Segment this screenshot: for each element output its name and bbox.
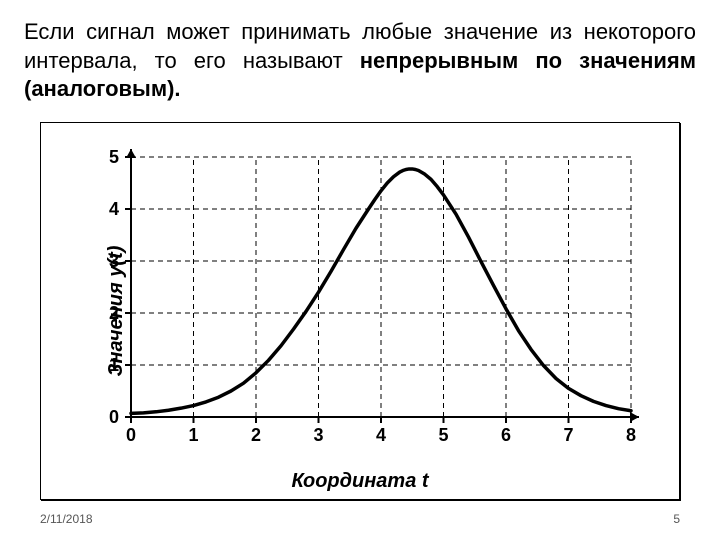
svg-text:5: 5 — [109, 147, 119, 167]
svg-text:4: 4 — [109, 199, 119, 219]
heading-text: Если сигнал может принимать любые значен… — [24, 18, 696, 104]
svg-text:4: 4 — [376, 425, 386, 445]
slide-footer: 2/11/2018 5 — [40, 512, 680, 526]
svg-text:3: 3 — [313, 425, 323, 445]
chart-container: Значения y(t) 012345678012345 Координата… — [40, 122, 680, 500]
x-axis-label: Координата t — [41, 470, 679, 493]
svg-text:6: 6 — [501, 425, 511, 445]
svg-text:2: 2 — [251, 425, 261, 445]
signal-line-chart: 012345678012345 — [85, 147, 645, 447]
slide: Если сигнал может принимать любые значен… — [0, 0, 720, 540]
y-axis-label: Значения y(t) — [105, 245, 128, 376]
svg-text:8: 8 — [626, 425, 636, 445]
svg-text:0: 0 — [109, 407, 119, 427]
svg-text:0: 0 — [126, 425, 136, 445]
svg-text:5: 5 — [438, 425, 448, 445]
footer-date: 2/11/2018 — [40, 512, 93, 526]
footer-page: 5 — [673, 512, 680, 526]
svg-text:7: 7 — [563, 425, 573, 445]
svg-text:1: 1 — [188, 425, 198, 445]
